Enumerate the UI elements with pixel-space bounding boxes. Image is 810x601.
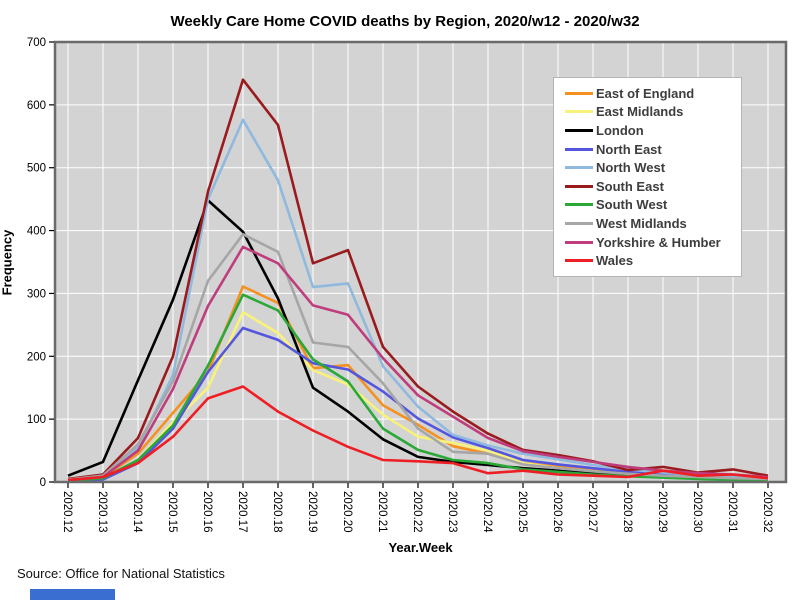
plot-frame xyxy=(53,40,788,484)
legend-label: East of England xyxy=(596,85,695,101)
x-tick-label: 2020.21 xyxy=(376,491,388,533)
x-tick-label: 2020.25 xyxy=(516,491,528,533)
x-tick-label: 2020.30 xyxy=(691,491,703,533)
x-tick-label: 2020.31 xyxy=(726,491,738,533)
legend-item-yorkshire-humber: Yorkshire & Humber xyxy=(565,233,737,252)
x-tick-label: 2020.27 xyxy=(586,491,598,533)
x-tick-label: 2020.28 xyxy=(621,491,633,533)
y-tick-label: 100 xyxy=(27,414,46,426)
series-line-wales xyxy=(67,385,769,482)
x-tick-label: 2020.22 xyxy=(411,491,423,533)
legend-label: Wales xyxy=(596,253,634,269)
y-tick-label: 400 xyxy=(27,226,46,238)
taskbar-fragment xyxy=(30,589,115,600)
legend-item-south-west: South West xyxy=(565,196,737,215)
source-note: Source: Office for National Statistics xyxy=(17,566,225,581)
x-tick-label: 2020.29 xyxy=(656,491,668,533)
y-tick-label: 0 xyxy=(40,477,46,489)
x-tick-label: 2020.20 xyxy=(341,491,353,533)
legend-label: South West xyxy=(596,197,668,213)
x-tick-label: 2020.16 xyxy=(201,491,213,533)
x-tick-label: 2020.13 xyxy=(96,491,108,533)
legend-item-west-midlands: West Midlands xyxy=(565,214,737,233)
series-line-south-west xyxy=(67,293,769,482)
legend-swatch xyxy=(565,259,593,263)
x-tick-label: 2020.23 xyxy=(446,491,458,533)
legend-swatch xyxy=(565,91,593,95)
x-tick-label: 2020.26 xyxy=(551,491,563,533)
y-tick-label: 500 xyxy=(27,163,46,175)
series-line-yorkshire-humber xyxy=(67,245,769,482)
x-axis-title: Year.Week xyxy=(388,540,453,555)
legend-item-east-of-england: East of England xyxy=(565,84,737,103)
x-tick-label: 2020.12 xyxy=(61,491,73,533)
y-tick-label: 300 xyxy=(27,288,46,300)
x-tick-label: 2020.15 xyxy=(166,491,178,533)
legend-label: East Midlands xyxy=(596,104,684,120)
legend-label: West Midlands xyxy=(596,215,687,231)
legend-item-north-west: North West xyxy=(565,158,737,177)
legend-swatch xyxy=(565,147,593,151)
x-tick-label: 2020.24 xyxy=(481,491,493,533)
chart-title: Weekly Care Home COVID deaths by Region,… xyxy=(170,13,640,30)
legend-item-north-east: North East xyxy=(565,140,737,159)
series-line-west-midlands xyxy=(67,233,769,481)
legend-swatch xyxy=(565,240,593,244)
legend-swatch xyxy=(565,203,593,207)
legend-swatch xyxy=(565,128,593,132)
y-axis-title: Frequency xyxy=(0,229,15,296)
legend-label: London xyxy=(596,122,644,138)
x-tick-label: 2020.17 xyxy=(236,491,248,533)
legend-swatch xyxy=(565,110,593,114)
x-tick-label: 2020.18 xyxy=(271,491,283,533)
x-tick-label: 2020.32 xyxy=(761,491,773,533)
y-tick-label: 700 xyxy=(27,37,46,49)
legend-item-east-midlands: East Midlands xyxy=(565,103,737,122)
legend-swatch xyxy=(565,221,593,225)
legend-swatch xyxy=(565,184,593,188)
x-tick-label: 2020.19 xyxy=(306,491,318,533)
legend-item-london: London xyxy=(565,121,737,140)
legend-swatch xyxy=(565,166,593,170)
legend-label: North West xyxy=(596,160,666,176)
legend-item-wales: Wales xyxy=(565,251,737,270)
legend-item-south-east: South East xyxy=(565,177,737,196)
legend-label: North East xyxy=(596,141,662,157)
legend-label: South East xyxy=(596,178,664,194)
series-line-south-east xyxy=(67,78,769,481)
x-tick-label: 2020.14 xyxy=(131,491,143,533)
y-tick-label: 200 xyxy=(27,351,46,363)
y-tick-label: 600 xyxy=(27,100,46,112)
legend-label: Yorkshire & Humber xyxy=(596,234,721,250)
legend: East of England East Midlands London North … xyxy=(553,77,742,277)
